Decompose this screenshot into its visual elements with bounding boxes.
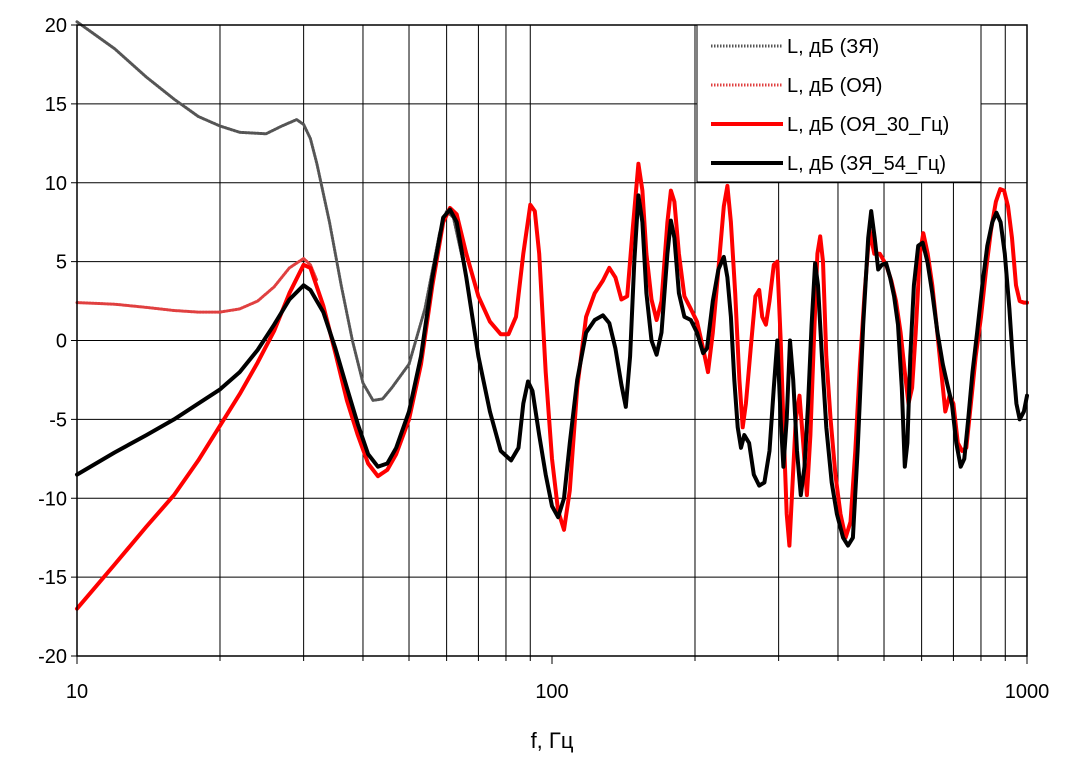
legend-label-1: L, дБ (ЗЯ) [787,36,879,58]
legend-label-3: L, дБ (ОЯ_30_Гц) [787,114,949,136]
y-tick-label: 5 [56,252,67,274]
legend-label-4: L, дБ (ЗЯ_54_Гц) [787,153,946,175]
series-layer [75,20,1029,611]
y-tick-label: 10 [45,173,67,195]
y-tick-label: -15 [38,567,67,589]
x-tick-label: 10 [66,681,88,703]
legend-label-2: L, дБ (ОЯ) [787,75,882,97]
y-tick-label: 20 [45,15,67,37]
y-tick-label: -10 [38,488,67,510]
y-axis-ticks: 20 15 10 5 0 -5 -10 -15 -20 [38,15,77,668]
y-tick-label: 0 [56,331,67,353]
x-tick-label: 1000 [1005,681,1050,703]
legend: L, дБ (ЗЯ) L, дБ (ОЯ) L, дБ (ОЯ_30_Гц) L, д… [696,24,982,183]
x-tick-label: 100 [535,681,568,703]
x-axis-title: f, Гц [531,728,574,753]
x-axis-ticks: 10 100 1000 [66,656,1049,703]
y-tick-label: -5 [49,409,67,431]
series-line-1 [75,20,465,402]
y-tick-label: 15 [45,94,67,116]
legend-box [696,24,982,183]
y-tick-label: -20 [38,646,67,668]
series-line-2 [75,257,319,314]
series-line-4 [75,193,1029,548]
